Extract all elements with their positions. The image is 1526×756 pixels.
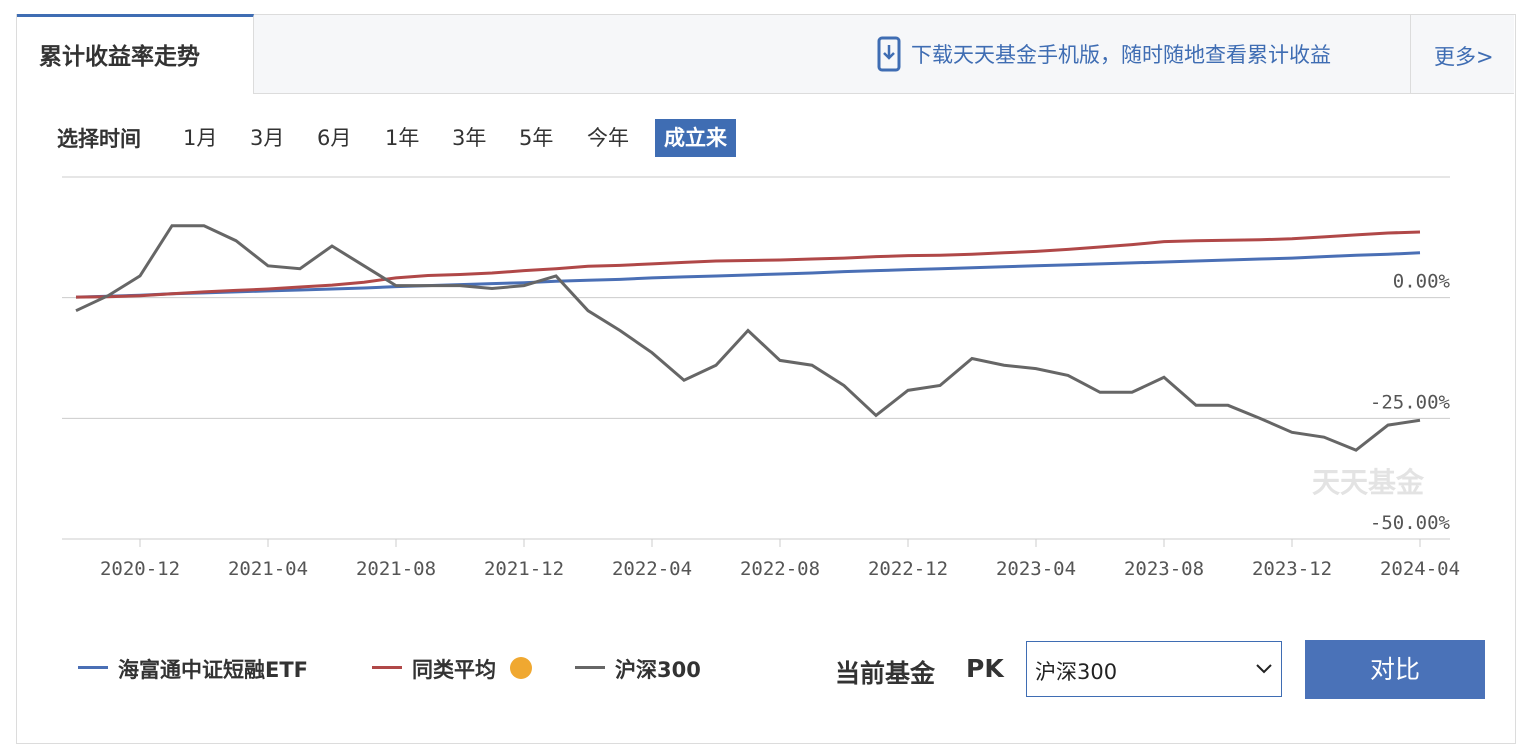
divider — [1410, 15, 1411, 93]
line-series — [75, 224, 1421, 452]
x-tick-label: 2023-08 — [1124, 558, 1204, 580]
header — [17, 15, 1514, 94]
time-option[interactable]: 6月 — [317, 126, 352, 150]
time-option[interactable]: 5年 — [519, 126, 554, 150]
x-tick-label: 2021-08 — [356, 558, 436, 580]
watermark: 天天基金 — [1312, 466, 1425, 499]
time-option[interactable]: 3月 — [250, 126, 285, 150]
legend-label: 同类平均 — [412, 658, 496, 682]
panel — [16, 14, 1516, 744]
y-tick-label: -25.00% — [1370, 391, 1451, 413]
time-option[interactable]: 今年 — [587, 126, 629, 150]
more-link[interactable]: 更多> — [1434, 45, 1494, 69]
x-tick-label: 2022-12 — [868, 558, 948, 580]
x-tick-label: 2023-04 — [996, 558, 1076, 580]
x-tick-label: 2022-04 — [612, 558, 692, 580]
x-tick-label: 2024-04 — [1380, 558, 1460, 580]
select-value: 沪深300 — [1035, 660, 1118, 684]
legend-swatch — [78, 666, 108, 669]
chevron — [1256, 664, 1272, 674]
x-tick-label: 2022-08 — [740, 558, 820, 580]
x-tick-label: 2021-04 — [228, 558, 308, 580]
y-tick-label: -50.00% — [1370, 512, 1451, 534]
legend-label: 海富通中证短融ETF — [118, 658, 309, 682]
time-option[interactable]: 1年 — [385, 126, 420, 150]
help-icon[interactable] — [510, 657, 532, 679]
x-tick-label: 2020-12 — [100, 558, 180, 580]
chart: 天天基金 0.00% -25.00% -50.00% 2020-12 2021-04 20… — [62, 176, 1460, 580]
line-series — [75, 230, 1421, 299]
pk-label: PK — [966, 654, 1004, 683]
x-tick-label: 2023-12 — [1252, 558, 1332, 580]
legend-swatch — [372, 666, 402, 669]
time-option[interactable]: 成立来 — [655, 119, 736, 157]
compare-label: 当前基金 — [835, 659, 936, 688]
tab[interactable]: 累计收益率走势 — [17, 14, 254, 94]
time-option[interactable]: 1月 — [183, 126, 218, 150]
x-tick-label: 2021-12 — [484, 558, 564, 580]
line-series — [75, 251, 1421, 299]
compare-select[interactable]: 沪深300 — [1026, 641, 1282, 697]
time-label: 选择时间 — [57, 127, 141, 151]
time-option[interactable]: 3年 — [452, 126, 487, 150]
compare-button[interactable]: 对比 — [1305, 640, 1485, 699]
y-tick-label: 0.00% — [1393, 271, 1451, 293]
phone-icon — [877, 36, 901, 72]
download-link[interactable]: 下载天天基金手机版，随时随地查看累计收益 — [911, 43, 1331, 67]
legend-label: 沪深300 — [615, 658, 701, 682]
legend-swatch — [575, 666, 605, 669]
